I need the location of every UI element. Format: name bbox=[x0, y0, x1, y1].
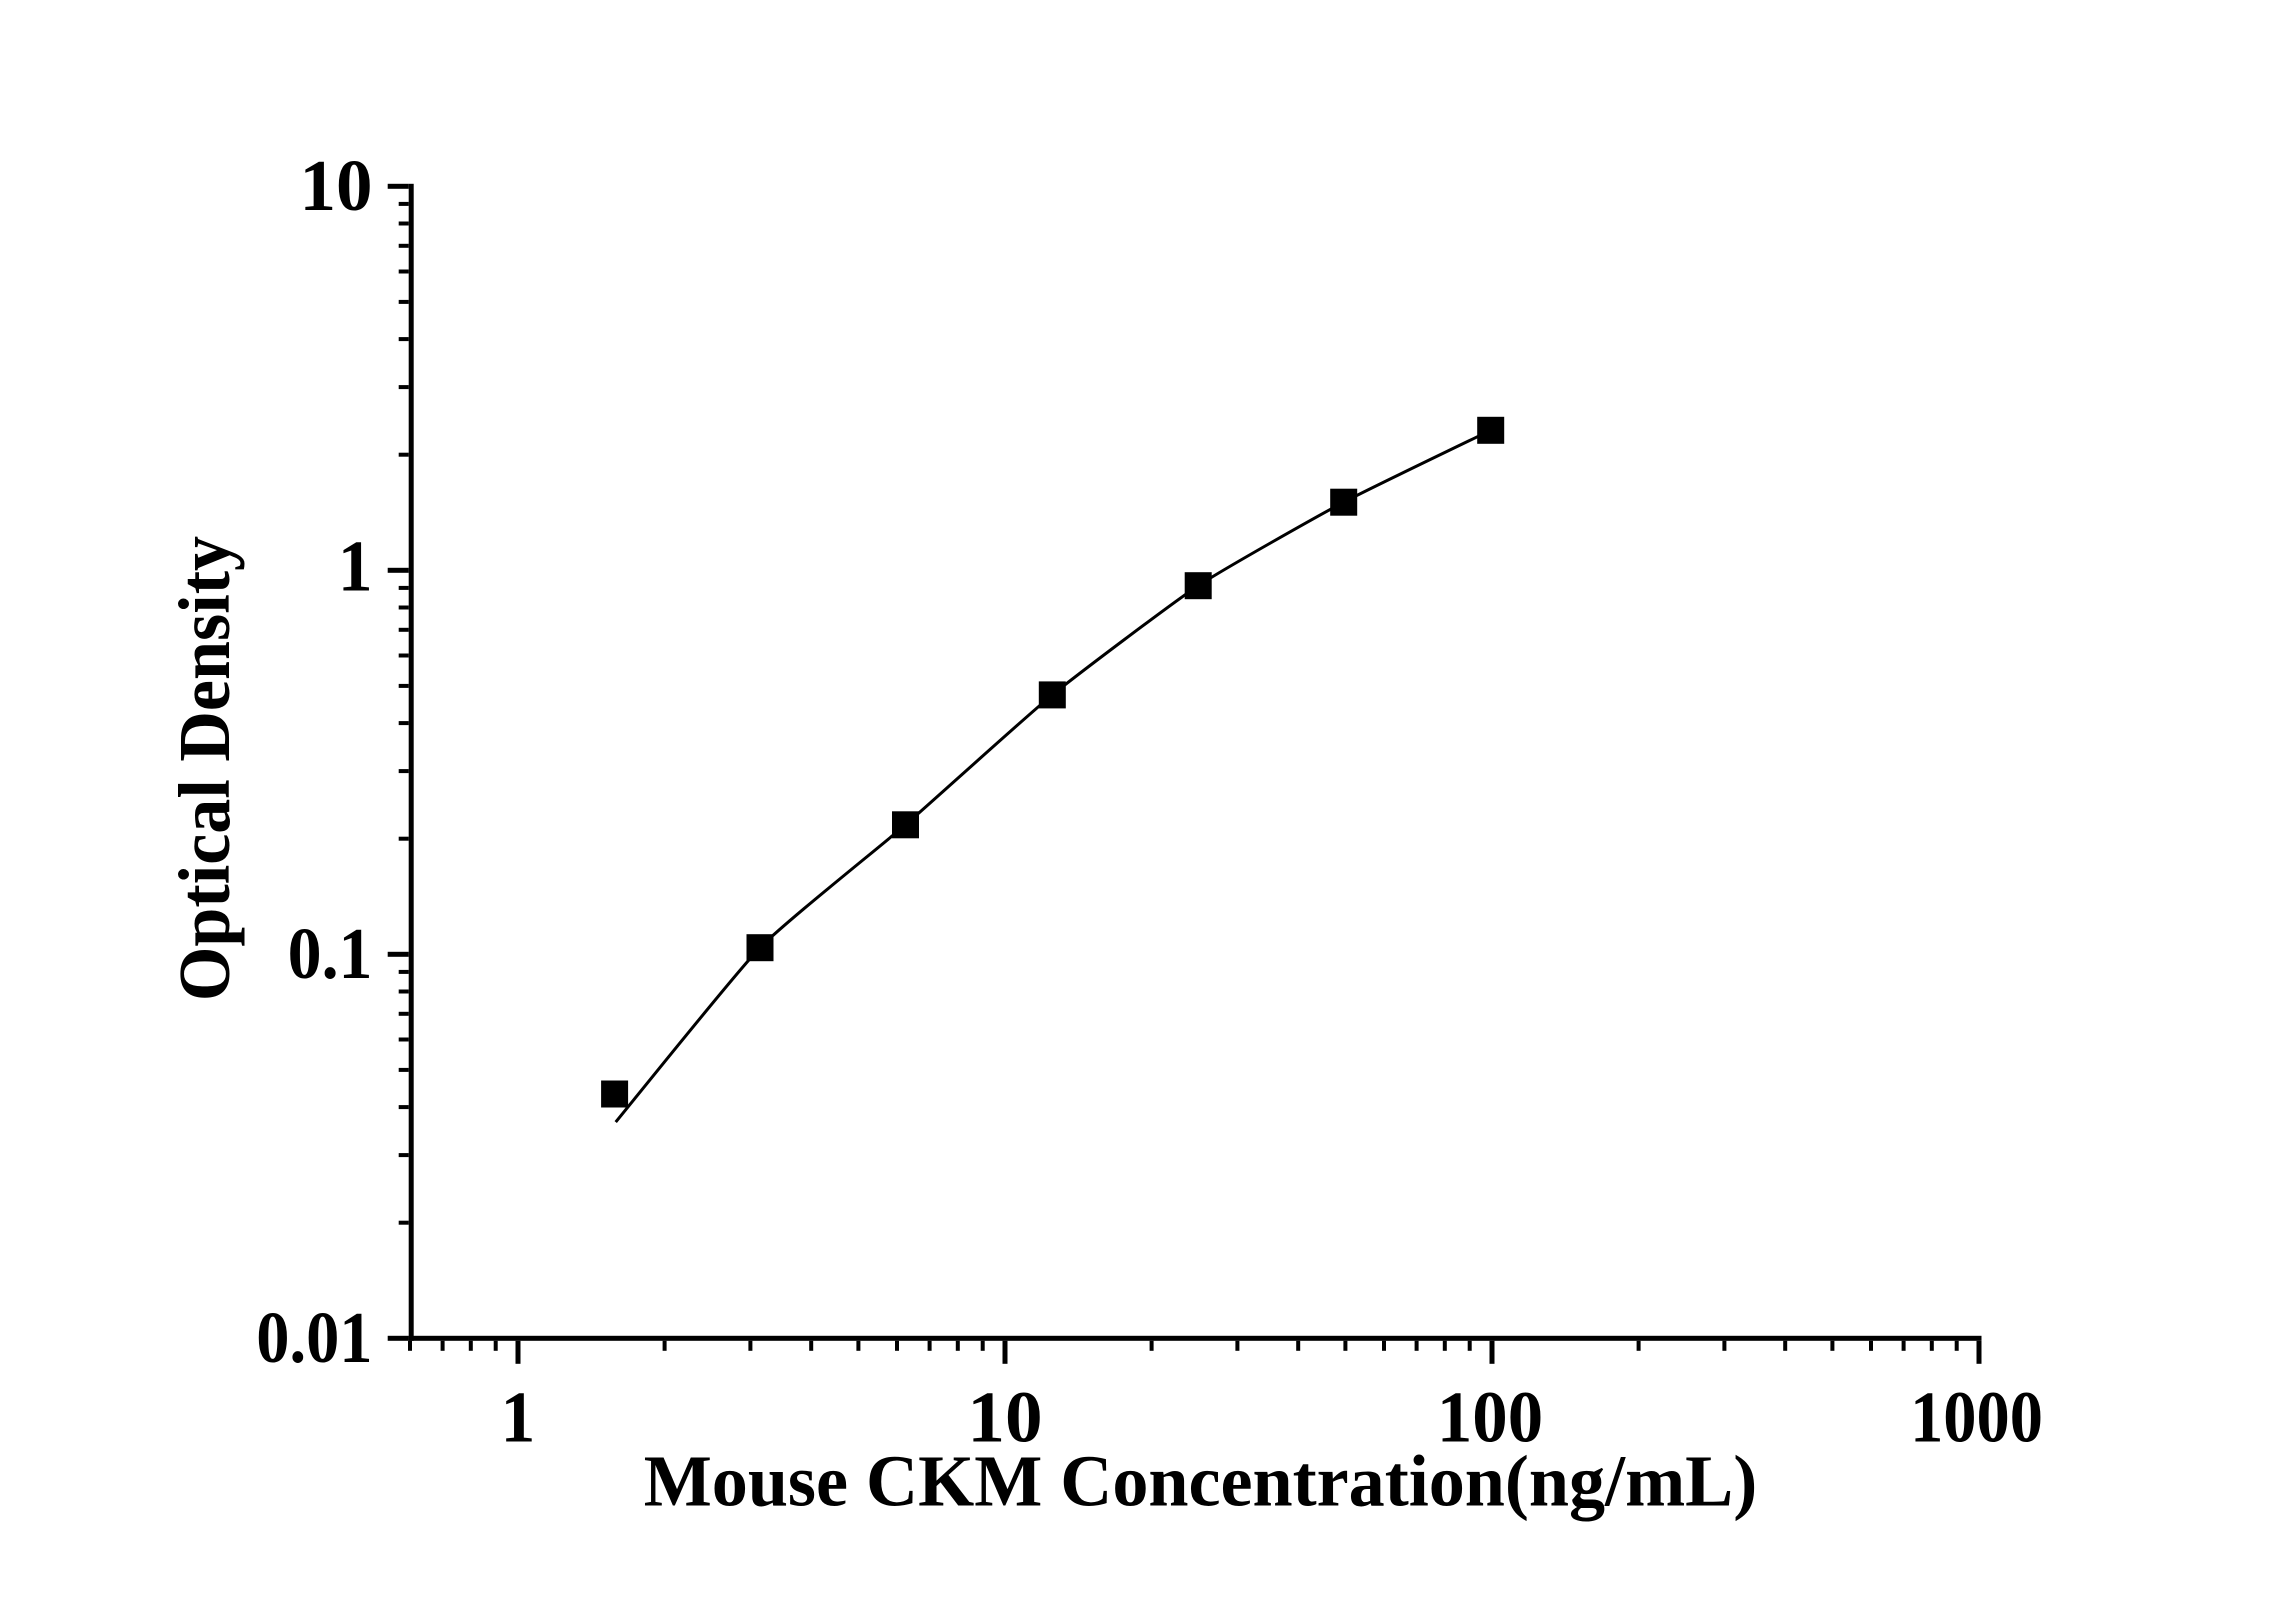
svg-text:Optical Density: Optical Density bbox=[165, 536, 246, 1001]
svg-text:10: 10 bbox=[300, 145, 373, 226]
svg-text:0.1: 0.1 bbox=[288, 914, 373, 995]
svg-text:100: 100 bbox=[1437, 1376, 1543, 1457]
svg-text:1: 1 bbox=[338, 527, 373, 607]
svg-text:10: 10 bbox=[967, 1377, 1042, 1458]
svg-text:1: 1 bbox=[501, 1378, 536, 1458]
svg-text:Mouse CKM Concentration(ng/mL): Mouse CKM Concentration(ng/mL) bbox=[644, 1440, 1758, 1521]
svg-text:1000: 1000 bbox=[1910, 1377, 2043, 1458]
svg-text:0.01: 0.01 bbox=[256, 1298, 372, 1379]
